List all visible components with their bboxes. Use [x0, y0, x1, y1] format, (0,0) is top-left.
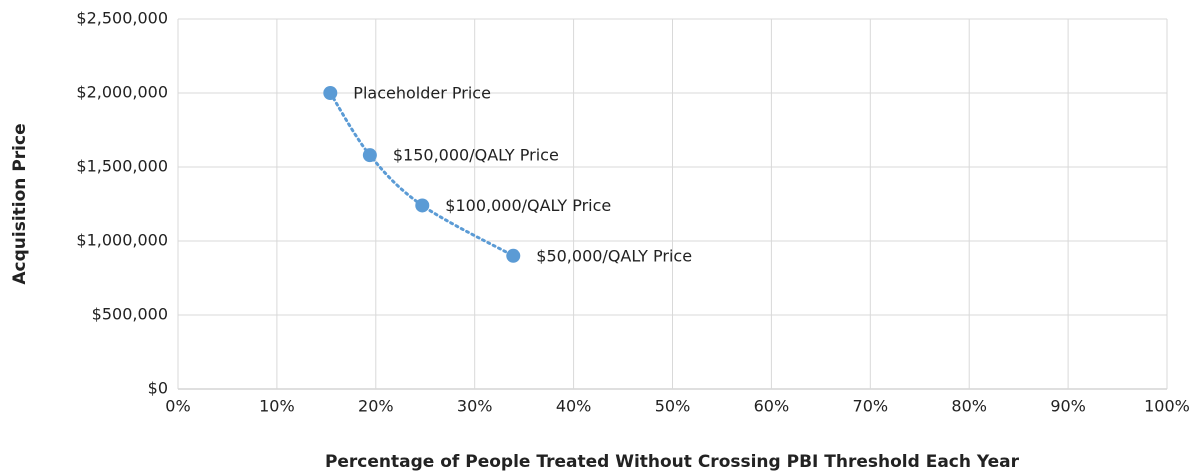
point-label: $150,000/QALY Price [393, 146, 559, 165]
y-tick-label: $1,500,000 [76, 157, 168, 176]
y-tick-label: $2,000,000 [76, 83, 168, 102]
trend-line [328, 91, 515, 258]
x-tick-label: 100% [1144, 397, 1190, 416]
x-tick-label: 60% [754, 397, 790, 416]
x-tick-label: 90% [1050, 397, 1086, 416]
x-tick-label: 30% [457, 397, 493, 416]
point [362, 148, 377, 163]
y-tick-label: $0 [148, 379, 168, 398]
x-tick-label: 50% [655, 397, 691, 416]
point [323, 86, 338, 100]
y-axis-title: Acquisition Price [10, 123, 30, 284]
point [506, 248, 521, 263]
y-tick-label: $1,000,000 [76, 231, 168, 250]
point-label: $50,000/QALY Price [536, 246, 692, 265]
x-tick-label: 80% [951, 397, 987, 416]
x-tick-label: 40% [556, 397, 592, 416]
x-tick-label: 70% [853, 397, 889, 416]
point-label: Placeholder Price [353, 84, 491, 103]
x-tick-label: 10% [259, 397, 295, 416]
x-tick-label: 0% [165, 397, 190, 416]
y-tick-label: $500,000 [92, 305, 168, 324]
point-label: $100,000/QALY Price [445, 196, 611, 215]
x-axis-title: Percentage of People Treated Without Cro… [325, 452, 1020, 472]
x-tick-label: 20% [358, 397, 394, 416]
point [415, 198, 430, 213]
y-tick-label: $2,500,000 [76, 9, 168, 28]
